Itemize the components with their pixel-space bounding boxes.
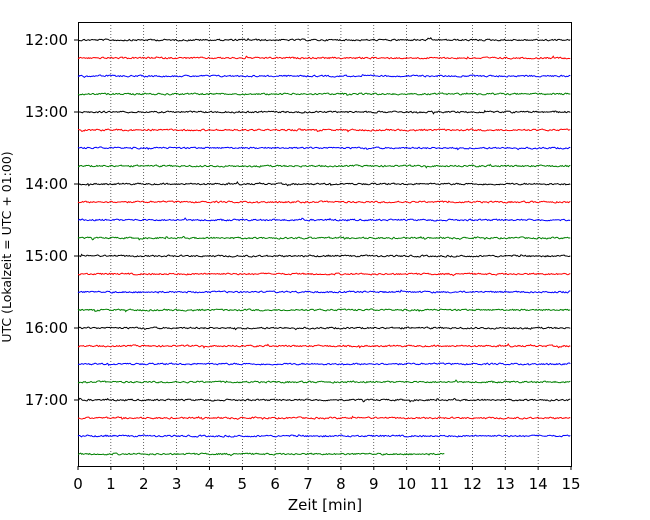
x-tick-label: 13 xyxy=(496,475,515,493)
seismogram-trace xyxy=(77,109,571,115)
x-tick-label: 9 xyxy=(369,475,379,493)
y-axis: 12:00 13:00 14:00 15:00 16:00 17:00 xyxy=(25,31,78,409)
y-tick-label: 14:00 xyxy=(25,175,68,193)
x-tick-label: 1 xyxy=(106,475,116,493)
seismogram-trace xyxy=(77,397,571,403)
x-tick-label: 0 xyxy=(73,475,83,493)
seismogram-traces xyxy=(77,37,571,457)
seismogram-trace xyxy=(77,235,571,241)
seismogram-trace xyxy=(77,362,571,366)
seismogram-trace xyxy=(77,163,571,169)
x-tick-label: 5 xyxy=(238,475,248,493)
x-tick-label: 11 xyxy=(430,475,449,493)
seismogram-trace xyxy=(77,253,571,258)
y-tick-label: 16:00 xyxy=(25,319,68,337)
y-tick-label: 15:00 xyxy=(25,247,68,265)
x-tick-label: 2 xyxy=(139,475,149,493)
seismogram-trace xyxy=(77,217,571,222)
seismogram-trace xyxy=(77,37,571,42)
x-axis: 0 1 2 3 4 5 6 7 8 9 10 11 12 13 14 15 xyxy=(73,466,581,493)
y-tick-label: 12:00 xyxy=(25,31,68,49)
seismogram-trace xyxy=(77,92,571,96)
seismogram-trace xyxy=(77,74,571,79)
seismogram-trace xyxy=(77,379,571,384)
seismogram-trace xyxy=(77,55,571,60)
x-tick-label: 8 xyxy=(336,475,346,493)
x-axis-label: Zeit [min] xyxy=(288,496,362,514)
seismogram-trace xyxy=(77,326,571,331)
y-axis-label: UTC (Lokalzeit = UTC + 01:00) xyxy=(0,151,14,342)
seismogram-trace xyxy=(77,200,571,204)
seismogram-trace xyxy=(77,434,571,438)
seismogram-trace xyxy=(77,308,571,313)
x-tick-label: 6 xyxy=(270,475,280,493)
seismogram-trace xyxy=(77,146,571,151)
x-tick-label: 12 xyxy=(463,475,482,493)
x-tick-label: 3 xyxy=(172,475,182,493)
seismogram-trace xyxy=(77,272,571,277)
x-tick-label: 10 xyxy=(397,475,416,493)
y-tick-label: 13:00 xyxy=(25,103,68,121)
seismogram-trace xyxy=(77,343,571,349)
y-tick-label: 17:00 xyxy=(25,391,68,409)
grid-lines xyxy=(110,22,539,466)
seismogram-trace xyxy=(77,415,571,420)
seismogram-trace xyxy=(77,452,445,457)
plot-frame xyxy=(78,22,572,467)
x-tick-label: 14 xyxy=(529,475,548,493)
seismogram-trace xyxy=(77,128,571,133)
x-tick-label: 7 xyxy=(303,475,313,493)
seismogram-trace xyxy=(77,181,571,187)
x-tick-label: 15 xyxy=(561,475,580,493)
x-tick-label: 4 xyxy=(205,475,215,493)
seismogram-trace xyxy=(77,289,571,294)
